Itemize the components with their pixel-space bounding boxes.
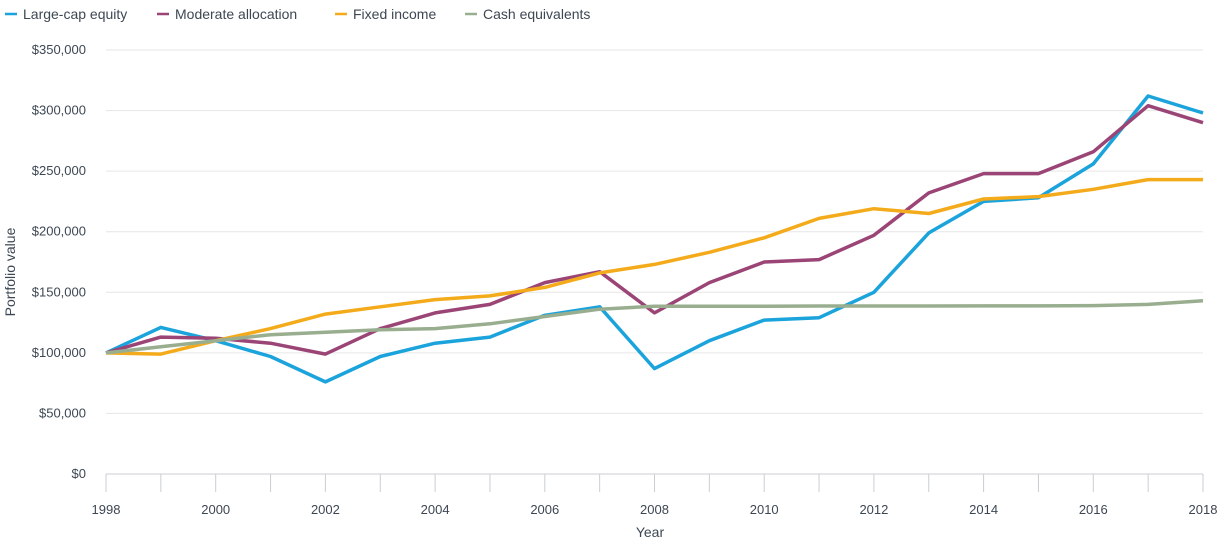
x-tick-label: 1998: [92, 502, 121, 517]
legend: Large-cap equity Moderate allocation Fixed…: [5, 6, 590, 22]
grid-layer: [106, 49, 1203, 414]
x-tick-label: 2000: [201, 502, 230, 517]
series-line-large-cap-equity: [105, 94, 1204, 384]
series-layer: [105, 94, 1204, 384]
legend-label: Cash equivalents: [483, 6, 590, 22]
y-axis-title: Portfolio value: [2, 227, 18, 316]
y-tick-label: $50,000: [39, 405, 86, 420]
x-tick-label: 2012: [859, 502, 888, 517]
series-line-fixed-income: [105, 177, 1203, 356]
series-line-cash-equivalents: [105, 299, 1204, 355]
legend-label: Fixed income: [353, 6, 436, 22]
x-tick-label: 2006: [530, 502, 559, 517]
legend-label: Moderate allocation: [175, 6, 297, 22]
legend-label: Large-cap equity: [23, 6, 127, 22]
axis-layer: $0 $50,000 $100,000 $150,000 $200,000 $250,00…: [32, 42, 1218, 517]
y-tick-label: $100,000: [32, 345, 86, 360]
x-tick-label: 2018: [1189, 502, 1218, 517]
x-tick-label: 2014: [969, 502, 998, 517]
y-tick-label: $250,000: [32, 163, 86, 178]
y-tick-label: $0: [72, 466, 86, 481]
y-tick-label: $300,000: [32, 103, 86, 118]
x-tick-label: 2016: [1079, 502, 1108, 517]
legend-item-moderate-allocation[interactable]: Moderate allocation: [157, 6, 297, 22]
series-line-moderate-allocation: [105, 103, 1204, 356]
x-tick-label: 2004: [421, 502, 450, 517]
y-tick-label: $150,000: [32, 284, 86, 299]
x-tick-label: 2008: [640, 502, 669, 517]
x-axis-title: Year: [636, 524, 665, 540]
y-tick-label: $200,000: [32, 224, 86, 239]
x-tick-label: 2010: [750, 502, 779, 517]
legend-item-cash-equivalents[interactable]: Cash equivalents: [465, 6, 590, 22]
legend-item-large-cap-equity[interactable]: Large-cap equity: [5, 6, 127, 22]
y-tick-label: $350,000: [32, 42, 86, 57]
x-tick-label: 2002: [311, 502, 340, 517]
legend-item-fixed-income[interactable]: Fixed income: [335, 6, 436, 22]
